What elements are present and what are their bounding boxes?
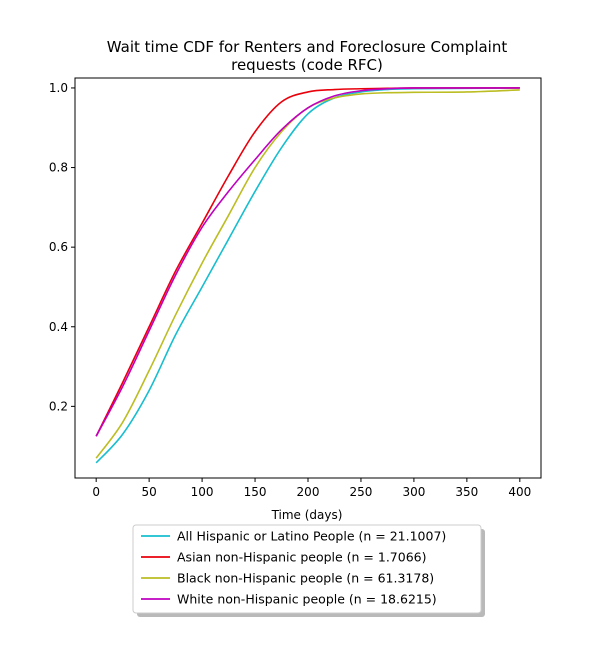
x-tick-label: 350 [455, 485, 478, 499]
chart-title-line-1: Wait time CDF for Renters and Foreclosur… [107, 38, 508, 56]
x-tick-label: 0 [92, 485, 100, 499]
x-tick-label: 400 [508, 485, 531, 499]
y-tick-label: 0.4 [49, 320, 68, 334]
legend-box [132, 524, 482, 614]
x-axis-label: Time (days) [271, 508, 343, 522]
x-tick-label: 50 [141, 485, 156, 499]
series-line-4 [95, 87, 520, 437]
x-tick-label: 200 [297, 485, 320, 499]
y-tick-label: 0.6 [49, 240, 68, 254]
legend-label-3: Black non-Hispanic people (n = 61.3178) [177, 571, 434, 586]
plot-frame [74, 77, 542, 479]
plot-area [95, 87, 520, 464]
legend-items: All Hispanic or Latino People (n = 21.10… [141, 529, 446, 607]
chart-title-line-2: requests (code RFC) [231, 56, 383, 74]
x-tick-label: 250 [350, 485, 373, 499]
legend-label-1: All Hispanic or Latino People (n = 21.10… [177, 529, 446, 544]
x-tick-label: 150 [244, 485, 267, 499]
series-line-1 [95, 87, 520, 464]
y-tick-label: 0.8 [49, 161, 68, 175]
series-line-3 [95, 89, 520, 459]
legend-label-4: White non-Hispanic people (n = 18.6215) [177, 592, 437, 607]
x-axis: 0 50 100 150 200 250 300 350 400 [92, 478, 531, 499]
legend: All Hispanic or Latino People (n = 21.10… [132, 524, 485, 617]
series-line-2 [95, 87, 520, 437]
y-tick-label: 0.2 [49, 399, 68, 413]
x-tick-label: 100 [191, 485, 214, 499]
legend-label-2: Asian non-Hispanic people (n = 1.7066) [177, 550, 427, 565]
x-tick-label: 300 [402, 485, 425, 499]
y-tick-label: 1.0 [49, 81, 68, 95]
y-axis: 0.2 0.4 0.6 0.8 1.0 [49, 81, 75, 413]
